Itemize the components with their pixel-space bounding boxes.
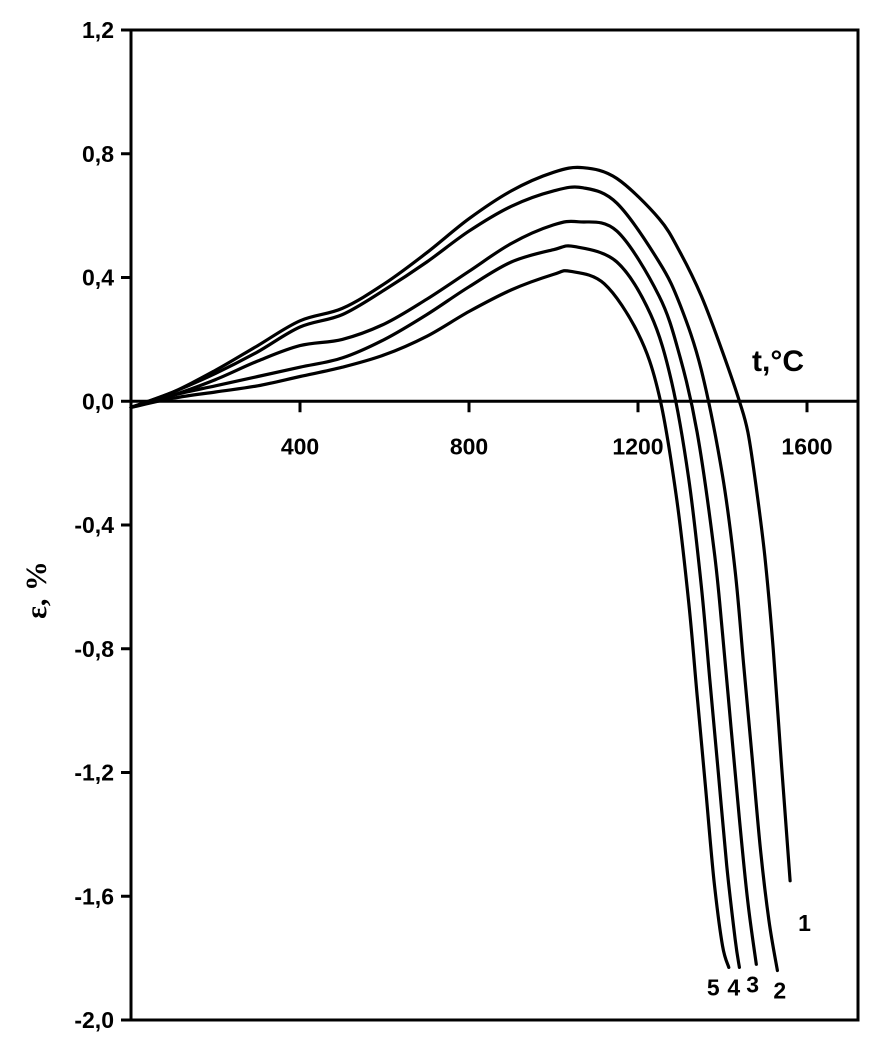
series-2-line	[129, 185, 779, 973]
x-tick-label: 1200	[612, 433, 663, 459]
x-tick-label: 800	[450, 433, 488, 459]
series-2-label: 2	[773, 978, 786, 1004]
y-axis-ticks: 1,2 0,8 0,4 0,0 -0,4 -0,8 -1,2 -1,6 -2,0	[74, 17, 131, 1033]
y-axis-title: ε, %	[20, 561, 53, 619]
x-tick-label: 1600	[781, 433, 832, 459]
series-5-line	[129, 269, 731, 969]
y-tick-label: 1,2	[82, 17, 114, 43]
series-1-line	[129, 165, 792, 883]
series-4-line	[129, 244, 741, 969]
x-tick-label: 400	[281, 433, 319, 459]
y-tick-label: -2,0	[74, 1007, 114, 1033]
series-3-label: 3	[746, 971, 759, 997]
y-tick-label: 0,4	[82, 265, 114, 291]
y-tick-label: -0,8	[74, 636, 114, 662]
series-1-label: 1	[798, 910, 811, 936]
y-tick-label: 0,8	[82, 141, 114, 167]
series-5-label: 5	[707, 974, 720, 1000]
plot-frame	[129, 28, 860, 1022]
y-tick-label: -0,4	[74, 512, 114, 538]
y-tick-label: -1,2	[74, 760, 114, 786]
series-4-label: 4	[727, 974, 740, 1000]
x-axis-title: t,°C	[752, 345, 804, 378]
x-axis-ticks: 400 800 1200 1600	[281, 401, 833, 459]
y-tick-label: -1,6	[74, 883, 114, 909]
series-curves	[129, 165, 792, 973]
y-tick-label: 0,0	[82, 388, 114, 414]
series-3-line	[129, 219, 758, 966]
